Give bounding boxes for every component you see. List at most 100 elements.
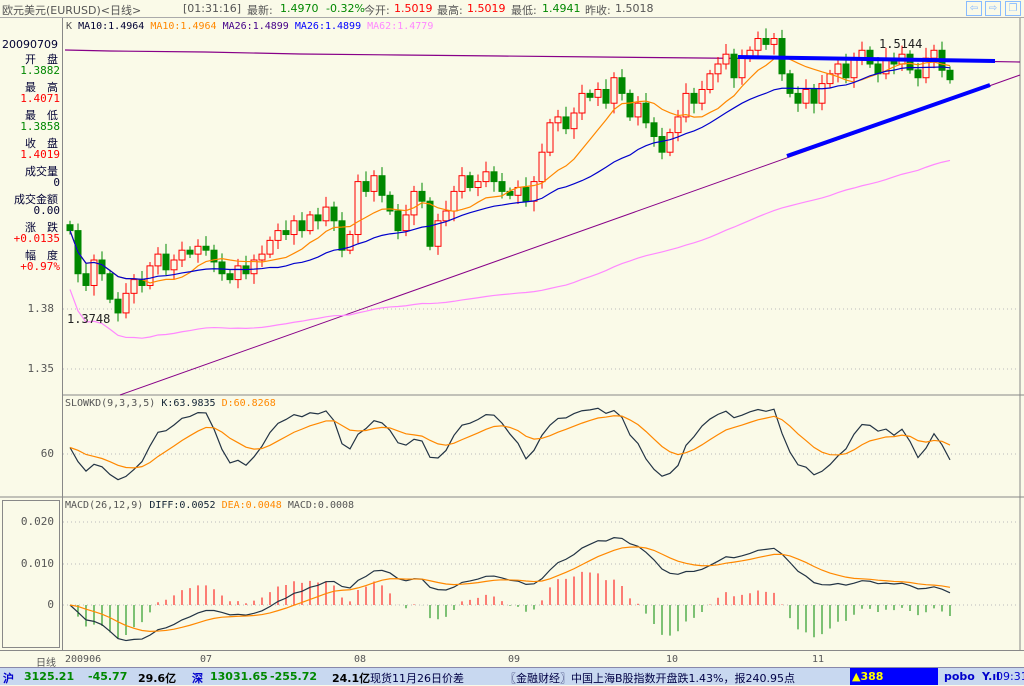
- candle-body: [714, 63, 722, 75]
- candle-body: [218, 261, 226, 275]
- candle-body: [906, 53, 914, 71]
- macd-dea-line: [69, 546, 951, 633]
- candle-body: [130, 279, 138, 294]
- ma-legend: K MA10:1.4964 MA10:1.4964 MA26:1.4899 MA…: [66, 21, 433, 32]
- candle-body: [410, 190, 418, 216]
- candle-body: [810, 88, 818, 104]
- candle-body: [178, 249, 186, 261]
- candle-body: [738, 57, 746, 79]
- candle-body: [354, 181, 362, 236]
- candle-body: [522, 186, 530, 202]
- candle-body: [122, 292, 130, 314]
- x-tick-label: 11: [812, 654, 825, 665]
- instrument-name: 欧元美元(EURUSD)<日线>: [2, 4, 142, 17]
- signal-icon: Y.ıl: [982, 670, 1000, 683]
- ma26-line: [69, 66, 951, 281]
- candle-body: [594, 88, 602, 98]
- candle-body: [386, 194, 394, 212]
- news-ticker-1[interactable]: 现货11月26日价差: [370, 672, 464, 685]
- candle-body: [754, 38, 762, 51]
- candle-body: [666, 132, 674, 153]
- ma62-line: [69, 159, 951, 339]
- macd-legend: MACD(26,12,9) DIFF:0.0052 DEA:0.0048 MAC…: [65, 500, 354, 511]
- high-label: 最高:: [437, 4, 463, 17]
- horizontal-resistance-drawing: [737, 55, 996, 63]
- prev-label: 昨收:: [585, 4, 611, 17]
- candle-body: [402, 214, 410, 232]
- candle-body: [834, 63, 842, 75]
- candle-body: [474, 181, 482, 188]
- y-tick-label: 0.020: [20, 515, 54, 528]
- candle-body: [690, 92, 698, 104]
- change-value: -0.32%: [326, 2, 365, 15]
- restore-button[interactable]: ❐: [1005, 1, 1021, 16]
- candle-body: [314, 214, 322, 222]
- macd-value: MACD:0.0008: [287, 500, 355, 511]
- candle-body: [106, 273, 114, 300]
- candle-body: [154, 253, 162, 267]
- y-tick-label: 60: [40, 447, 54, 460]
- info-label: 成交金额: [14, 193, 58, 206]
- high-annotation: 1.5144: [879, 37, 923, 51]
- candle-body: [362, 181, 370, 192]
- candle-body: [458, 175, 466, 192]
- candle-body: [90, 259, 98, 286]
- candle-body: [626, 92, 634, 118]
- candle-body: [490, 171, 498, 183]
- candle-body: [786, 73, 794, 94]
- forward-button[interactable]: ⇨: [985, 1, 1001, 16]
- kd-k-line: [69, 407, 951, 481]
- kd-name: SLOWKD(9,3,3,5): [65, 398, 156, 409]
- candle-body: [290, 220, 298, 236]
- info-value: 1.4019: [20, 148, 60, 161]
- candle-body: [282, 230, 290, 236]
- candle-body: [202, 245, 210, 251]
- candle-body: [642, 102, 650, 124]
- candle-body: [722, 53, 730, 65]
- kd-d-line: [69, 415, 951, 469]
- candle-body: [762, 38, 770, 45]
- candle-body: [674, 116, 682, 134]
- chart-canvas[interactable]: [0, 0, 1024, 650]
- news-ticker-2[interactable]: 〖金融财经〗中国上海B股指数开盘跌1.43%，报240.95点: [505, 672, 795, 685]
- y-tick-label: 1.38: [27, 302, 55, 315]
- candle-body: [426, 200, 434, 247]
- ma10-line: [69, 56, 951, 284]
- candle-body: [114, 298, 122, 314]
- candle-body: [442, 210, 450, 222]
- latest-value: 1.4970: [280, 2, 319, 15]
- back-button[interactable]: ⇦: [966, 1, 982, 16]
- candle-body: [818, 83, 826, 104]
- info-label: 涨 跌: [25, 221, 58, 234]
- candle-body: [394, 210, 402, 232]
- legend-ma10-b: MA10:1.4964: [150, 21, 217, 32]
- legend-ma10: MA10:1.4964: [78, 21, 145, 32]
- sz-index: 13031.65: [210, 670, 268, 683]
- info-label: 收 盘: [25, 137, 58, 150]
- rising-support-drawing: [786, 83, 991, 158]
- title-bar: 欧元美元(EURUSD)<日线> [01:31:16] 最新: 1.4970 -…: [0, 0, 1024, 18]
- macd-dea: DEA:0.0048: [221, 500, 282, 511]
- open-label: 今开:: [364, 4, 390, 17]
- sz-label: 深: [192, 672, 203, 685]
- candle-body: [186, 249, 194, 255]
- x-tick-label: 200906: [65, 654, 102, 665]
- candle-body: [586, 92, 594, 98]
- macd-diff-line: [69, 537, 951, 642]
- info-label: 最 低: [25, 109, 58, 122]
- candle-body: [602, 88, 610, 104]
- selected-date: 20090709: [2, 38, 58, 51]
- candle-body: [306, 214, 314, 232]
- high-value: 1.5019: [467, 2, 506, 15]
- candle-body: [226, 273, 234, 281]
- latest-label: 最新:: [247, 4, 273, 17]
- alert-count[interactable]: ▲388: [850, 668, 938, 685]
- x-tick-label: 07: [200, 654, 213, 665]
- low-label: 最低:: [511, 4, 537, 17]
- legend-ma26: MA26:1.4899: [222, 21, 289, 32]
- sh-amount: 29.6亿: [138, 672, 177, 685]
- candle-body: [618, 77, 626, 94]
- candle-body: [802, 88, 810, 104]
- x-tick-label: 10: [666, 654, 679, 665]
